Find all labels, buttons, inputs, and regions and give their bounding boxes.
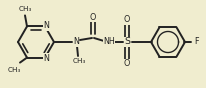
Text: CH₃: CH₃ <box>7 67 21 73</box>
Text: O: O <box>124 59 130 68</box>
Text: CH₃: CH₃ <box>18 6 32 12</box>
Text: NH: NH <box>103 37 115 46</box>
Text: O: O <box>124 15 130 24</box>
Text: O: O <box>90 12 96 21</box>
Text: F: F <box>195 37 199 46</box>
Text: CH₃: CH₃ <box>72 58 86 64</box>
Text: N: N <box>43 54 49 63</box>
Text: S: S <box>124 37 130 46</box>
Text: N: N <box>43 21 49 30</box>
Text: N: N <box>73 37 79 46</box>
